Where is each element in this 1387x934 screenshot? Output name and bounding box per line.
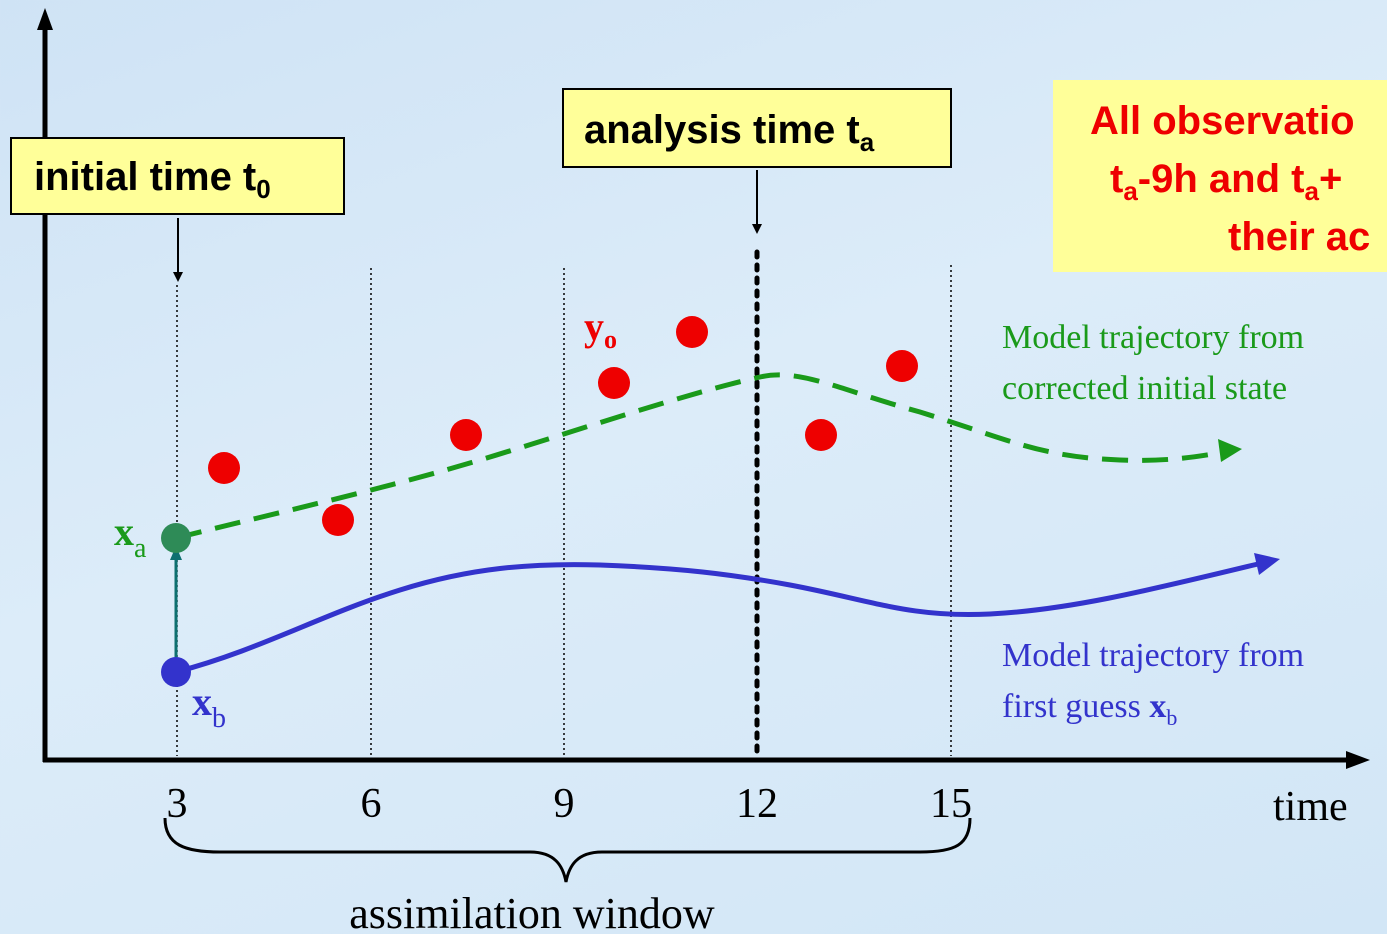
tick-label: 9 — [554, 781, 575, 827]
observation-point — [598, 367, 630, 399]
obs-note-line-1: All observatio — [1090, 99, 1355, 143]
analysis-time-box: analysis time ta — [562, 88, 952, 168]
initial-time-label: initial time t — [34, 155, 257, 199]
corrected-arrowhead — [1218, 439, 1242, 462]
tick-label: 6 — [361, 781, 382, 827]
observation-point — [676, 316, 708, 348]
xb-label: xb — [192, 679, 226, 734]
first-guess-label-1: Model trajectory from — [1002, 637, 1304, 674]
x-axis-arrowhead — [1346, 751, 1370, 769]
observations — [208, 316, 918, 536]
y-axis-arrowhead — [37, 8, 53, 30]
time-axis-label: time — [1273, 784, 1348, 830]
corrected-trajectory-label-1: Model trajectory from — [1002, 319, 1304, 356]
analysis-time-sub: a — [859, 127, 875, 157]
first-guess-trajectory — [175, 560, 1263, 675]
initial-time-sub: 0 — [256, 174, 271, 204]
observation-point — [886, 350, 918, 382]
assimilation-window-brace — [163, 817, 972, 883]
observation-point — [208, 452, 240, 484]
obs-note-line-3: their ac — [1228, 215, 1371, 259]
observations-note-box: All observatio ta-9h and ta+ their ac — [1053, 80, 1387, 272]
first-guess-label-2: first guess xb — [1002, 688, 1177, 730]
xb-point — [161, 657, 191, 687]
first-guess-arrowhead — [1254, 553, 1280, 575]
tick-label: 15 — [930, 781, 972, 827]
tick-label: 3 — [167, 781, 188, 827]
yo-label: yo — [584, 304, 617, 354]
xa-point — [161, 523, 191, 553]
observation-point — [450, 419, 482, 451]
observation-point — [805, 419, 837, 451]
assimilation-window-label: assimilation window — [349, 889, 715, 934]
analysis-time-label: analysis time t — [584, 108, 860, 152]
obs-note-line-2: ta-9h and ta+ — [1110, 157, 1343, 206]
tick-label: 12 — [736, 781, 778, 827]
xa-label: xa — [114, 509, 147, 564]
corrected-trajectory-label-2: corrected initial state — [1002, 370, 1287, 407]
observation-point — [322, 504, 354, 536]
initial-time-box: initial time t0 — [10, 137, 345, 215]
corrected-trajectory — [175, 372, 1226, 541]
